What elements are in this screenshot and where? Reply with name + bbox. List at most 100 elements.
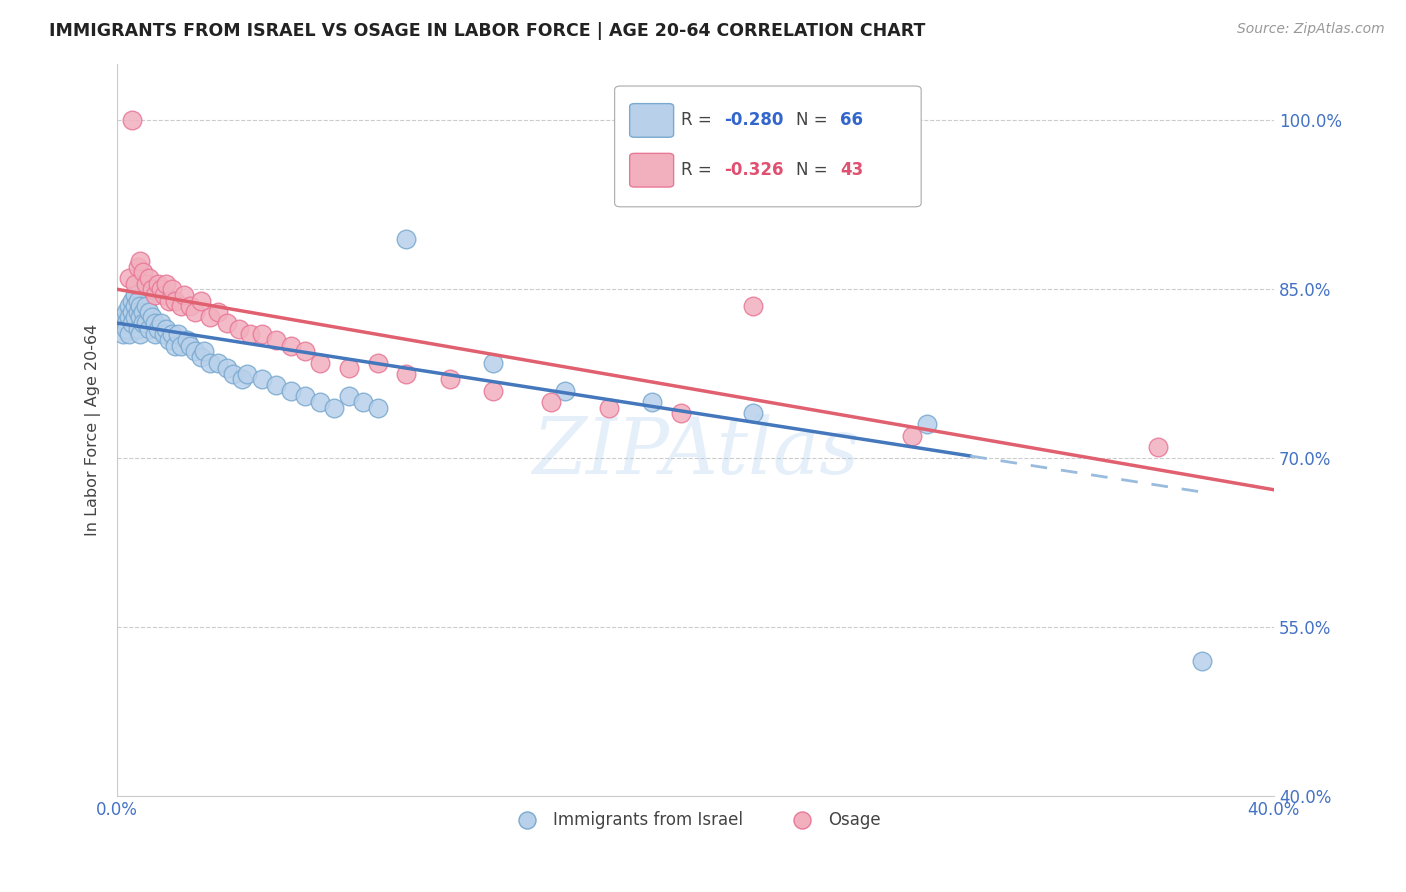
Point bbox=[217, 361, 239, 376]
Point bbox=[138, 305, 160, 319]
Point bbox=[135, 277, 157, 291]
Point bbox=[901, 428, 924, 442]
Point bbox=[121, 113, 143, 128]
Text: IMMIGRANTS FROM ISRAEL VS OSAGE IN LABOR FORCE | AGE 20-64 CORRELATION CHART: IMMIGRANTS FROM ISRAEL VS OSAGE IN LABOR… bbox=[49, 22, 925, 40]
Text: N =: N = bbox=[796, 112, 834, 129]
Point bbox=[1147, 440, 1170, 454]
Point bbox=[308, 395, 330, 409]
Text: Source: ZipAtlas.com: Source: ZipAtlas.com bbox=[1237, 22, 1385, 37]
Point bbox=[198, 355, 221, 369]
Point bbox=[115, 305, 138, 319]
Point bbox=[141, 282, 163, 296]
Point bbox=[170, 338, 193, 352]
Point bbox=[1191, 654, 1213, 668]
Point bbox=[149, 282, 172, 296]
Legend: Immigrants from Israel, Osage: Immigrants from Israel, Osage bbox=[503, 804, 887, 835]
Point bbox=[135, 299, 157, 313]
Point bbox=[207, 305, 229, 319]
Point bbox=[179, 338, 201, 352]
Point bbox=[152, 288, 174, 302]
Point bbox=[184, 344, 207, 359]
Point bbox=[280, 338, 302, 352]
Point bbox=[108, 316, 131, 330]
Point bbox=[231, 372, 253, 386]
Point bbox=[135, 316, 157, 330]
Point bbox=[127, 260, 149, 274]
Text: 43: 43 bbox=[841, 161, 863, 179]
Point bbox=[294, 344, 316, 359]
Point bbox=[367, 355, 389, 369]
Point bbox=[112, 310, 135, 325]
Point bbox=[190, 350, 212, 364]
Point bbox=[217, 316, 239, 330]
FancyBboxPatch shape bbox=[630, 153, 673, 187]
Text: -0.280: -0.280 bbox=[724, 112, 785, 129]
Point bbox=[540, 395, 562, 409]
Point bbox=[129, 310, 152, 325]
Point bbox=[132, 305, 155, 319]
Point bbox=[124, 299, 146, 313]
Point bbox=[157, 333, 180, 347]
Point bbox=[141, 310, 163, 325]
Point bbox=[239, 327, 262, 342]
Point bbox=[395, 232, 418, 246]
Point bbox=[143, 327, 166, 342]
Point bbox=[170, 299, 193, 313]
Point bbox=[236, 367, 259, 381]
Point bbox=[155, 277, 177, 291]
Point bbox=[222, 367, 245, 381]
Point bbox=[121, 316, 143, 330]
Point bbox=[129, 254, 152, 268]
Point bbox=[138, 271, 160, 285]
Point bbox=[165, 338, 187, 352]
Point bbox=[155, 322, 177, 336]
Text: R =: R = bbox=[681, 161, 717, 179]
Point bbox=[193, 344, 215, 359]
Point bbox=[323, 401, 346, 415]
Point bbox=[641, 395, 664, 409]
Point bbox=[157, 293, 180, 308]
Point bbox=[207, 355, 229, 369]
Point bbox=[118, 299, 141, 313]
Point bbox=[294, 389, 316, 403]
Point bbox=[266, 378, 288, 392]
Point bbox=[352, 395, 374, 409]
Point bbox=[132, 265, 155, 279]
Point bbox=[160, 282, 183, 296]
Point bbox=[228, 322, 250, 336]
Point bbox=[112, 327, 135, 342]
Point bbox=[118, 310, 141, 325]
Point bbox=[367, 401, 389, 415]
Point bbox=[176, 333, 198, 347]
Point bbox=[115, 316, 138, 330]
Text: -0.326: -0.326 bbox=[724, 161, 785, 179]
Point bbox=[742, 299, 765, 313]
Text: ZIPAtlas: ZIPAtlas bbox=[531, 414, 859, 491]
Point bbox=[124, 277, 146, 291]
Point bbox=[132, 316, 155, 330]
Point bbox=[146, 277, 169, 291]
Point bbox=[482, 384, 505, 398]
Point bbox=[395, 367, 418, 381]
Text: 66: 66 bbox=[841, 112, 863, 129]
Point bbox=[149, 316, 172, 330]
Point bbox=[337, 361, 360, 376]
Point bbox=[190, 293, 212, 308]
Point bbox=[280, 384, 302, 398]
Point bbox=[152, 327, 174, 342]
Point bbox=[138, 322, 160, 336]
Point bbox=[308, 355, 330, 369]
Point bbox=[554, 384, 576, 398]
Point bbox=[184, 305, 207, 319]
Point bbox=[143, 316, 166, 330]
Point bbox=[121, 293, 143, 308]
Point bbox=[598, 401, 620, 415]
Point bbox=[121, 305, 143, 319]
Point bbox=[118, 327, 141, 342]
Point bbox=[179, 299, 201, 313]
Point bbox=[337, 389, 360, 403]
Point bbox=[124, 310, 146, 325]
Point bbox=[127, 293, 149, 308]
Point bbox=[198, 310, 221, 325]
Text: N =: N = bbox=[796, 161, 834, 179]
